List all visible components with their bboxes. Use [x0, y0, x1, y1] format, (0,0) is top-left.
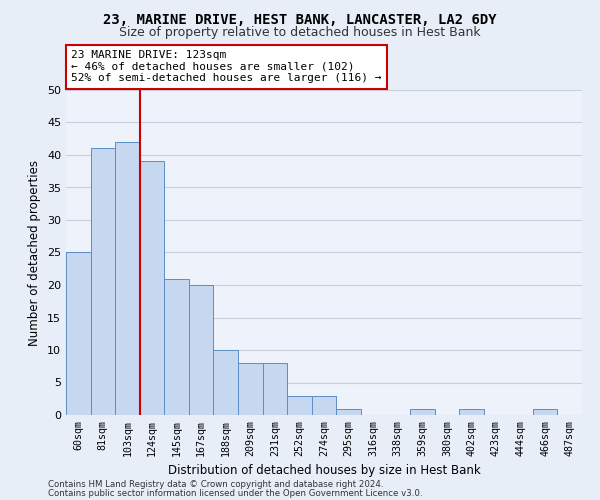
- Bar: [533, 408, 557, 415]
- Bar: [91, 148, 115, 415]
- Text: Size of property relative to detached houses in Hest Bank: Size of property relative to detached ho…: [119, 26, 481, 39]
- Bar: [189, 285, 214, 415]
- Bar: [336, 408, 361, 415]
- Bar: [214, 350, 238, 415]
- Bar: [410, 408, 434, 415]
- Bar: [115, 142, 140, 415]
- Bar: [238, 363, 263, 415]
- Y-axis label: Number of detached properties: Number of detached properties: [28, 160, 41, 346]
- Bar: [459, 408, 484, 415]
- Bar: [140, 162, 164, 415]
- Text: Contains HM Land Registry data © Crown copyright and database right 2024.: Contains HM Land Registry data © Crown c…: [48, 480, 383, 489]
- Bar: [66, 252, 91, 415]
- X-axis label: Distribution of detached houses by size in Hest Bank: Distribution of detached houses by size …: [167, 464, 481, 477]
- Text: Contains public sector information licensed under the Open Government Licence v3: Contains public sector information licen…: [48, 488, 422, 498]
- Bar: [312, 396, 336, 415]
- Bar: [263, 363, 287, 415]
- Text: 23 MARINE DRIVE: 123sqm
← 46% of detached houses are smaller (102)
52% of semi-d: 23 MARINE DRIVE: 123sqm ← 46% of detache…: [71, 50, 382, 84]
- Text: 23, MARINE DRIVE, HEST BANK, LANCASTER, LA2 6DY: 23, MARINE DRIVE, HEST BANK, LANCASTER, …: [103, 12, 497, 26]
- Bar: [164, 278, 189, 415]
- Bar: [287, 396, 312, 415]
